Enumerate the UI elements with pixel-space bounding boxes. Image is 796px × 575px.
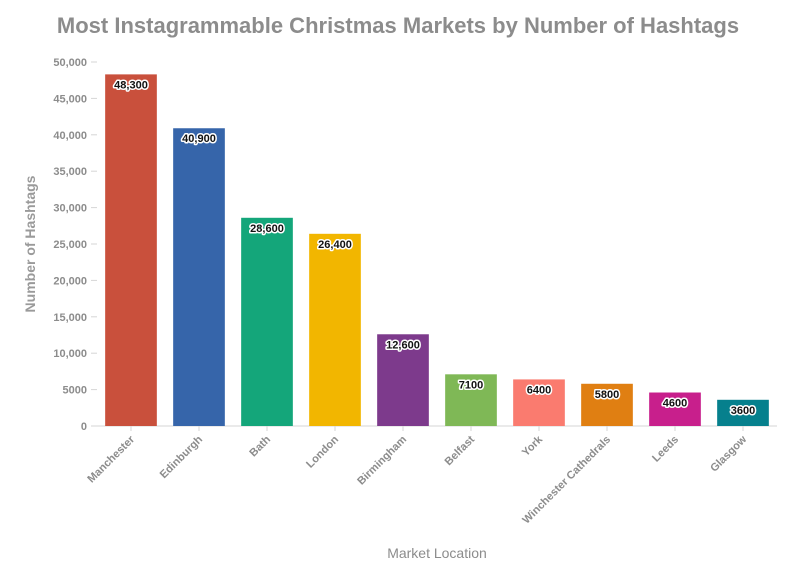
y-tick-label: 15,000 — [53, 312, 87, 324]
x-tick-label: Leeds — [650, 434, 681, 465]
x-tick-label: Bath — [247, 433, 273, 459]
x-tick-label: Belfast — [443, 433, 478, 468]
bar-birmingham — [377, 334, 429, 426]
data-label: 4600 — [663, 398, 687, 410]
data-label: 3600 — [731, 405, 755, 417]
x-tick-label: London — [304, 433, 341, 470]
y-tick-label: 0 — [81, 421, 87, 433]
data-label: 40,900 — [182, 133, 216, 145]
y-axis: 0 5000 10,000 15,000 20,000 25,000 30,000 35,00… — [53, 57, 777, 433]
y-tick-label: 30,000 — [53, 203, 87, 215]
x-tick-label: Edinburgh — [158, 433, 206, 481]
y-tick-label: 45,000 — [53, 93, 87, 105]
bar-bath — [241, 217, 293, 426]
data-label: 28,600 — [250, 223, 284, 235]
bar-edinburgh — [173, 128, 225, 427]
y-tick-label: 35,000 — [53, 166, 87, 178]
y-tick-label: 10,000 — [53, 348, 87, 360]
x-tick-label: Manchester — [85, 433, 137, 485]
x-tick-label: York — [520, 433, 546, 459]
bar-manchester — [105, 74, 157, 426]
x-axis-title: Market Location — [387, 545, 487, 561]
chart-title: Most Instagrammable Christmas Markets by… — [57, 13, 739, 38]
x-tick-label: Glasgow — [708, 433, 749, 474]
data-label: 5800 — [595, 389, 619, 401]
y-tick-label: 25,000 — [53, 239, 87, 251]
bar-leeds — [649, 392, 701, 426]
y-tick-label: 40,000 — [53, 130, 87, 142]
y-tick-label: 5000 — [63, 385, 87, 397]
data-label: 6400 — [527, 384, 551, 396]
x-tick-label: Birmingham — [355, 433, 409, 487]
bar-york — [513, 379, 565, 426]
data-label: 48,300 — [114, 79, 148, 91]
data-label: 7100 — [459, 379, 483, 391]
bars-group — [105, 74, 769, 427]
data-labels-group: 48,300 40,900 28,600 26,400 12,600 7100 6400 58… — [113, 78, 757, 418]
bar-london — [309, 233, 361, 426]
y-axis-title: Number of Hashtags — [22, 175, 38, 312]
y-tick-label: 20,000 — [53, 275, 87, 287]
bar-belfast — [445, 374, 497, 426]
data-label: 26,400 — [318, 239, 352, 251]
data-label: 12,600 — [386, 339, 420, 351]
x-axis: Manchester Edinburgh Bath London Birmingham B… — [85, 426, 749, 526]
y-tick-label: 50,000 — [53, 57, 87, 69]
bar-winchester-cathedrals — [581, 383, 633, 426]
bar-glasgow — [717, 399, 769, 426]
